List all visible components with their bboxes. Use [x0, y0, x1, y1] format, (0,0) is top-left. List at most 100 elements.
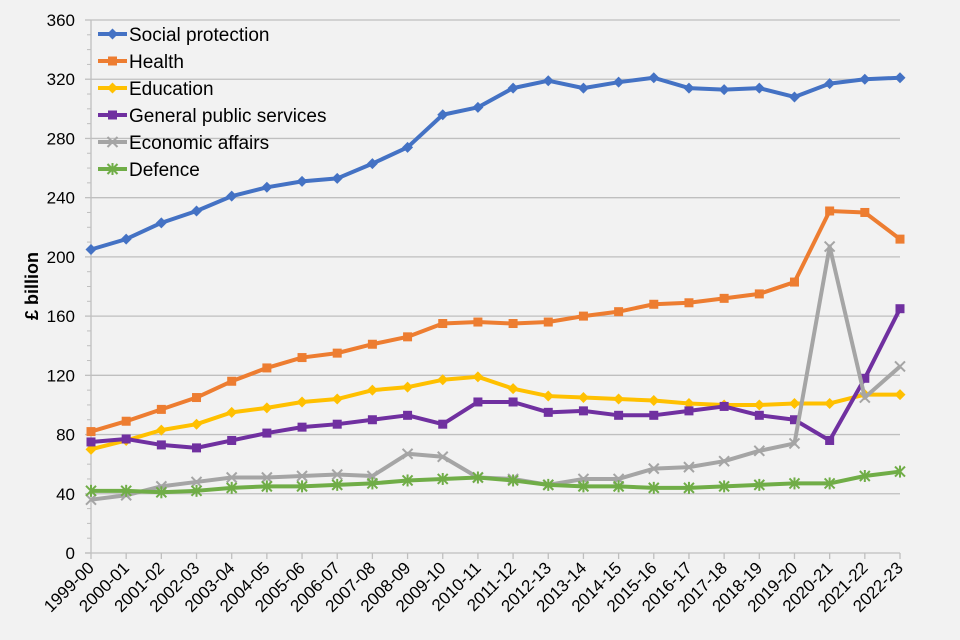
data-point — [683, 82, 695, 94]
data-point — [438, 419, 448, 429]
data-point — [895, 234, 905, 244]
data-point — [472, 471, 484, 484]
legend-label: Education — [129, 79, 214, 100]
data-point — [227, 435, 237, 445]
y-tick-label: 80 — [56, 426, 75, 445]
data-point — [824, 397, 836, 409]
legend: Social protection Health Education General … — [98, 25, 326, 181]
data-point — [683, 481, 695, 494]
data-point — [120, 484, 132, 497]
series-social-protection — [85, 72, 906, 255]
data-point — [403, 410, 413, 420]
series-health — [86, 206, 905, 437]
data-point — [789, 277, 799, 287]
data-point — [156, 440, 166, 450]
data-point — [612, 480, 625, 493]
data-point — [297, 422, 307, 432]
data-point — [261, 480, 273, 493]
data-point — [261, 471, 273, 484]
data-point — [437, 451, 449, 463]
data-point — [788, 91, 800, 103]
legend-item-economic-affairs: Economic affairs — [98, 133, 269, 154]
series-education — [85, 371, 906, 455]
data-point — [684, 406, 694, 416]
data-point — [226, 190, 238, 202]
data-point — [613, 393, 625, 405]
data-point — [648, 481, 660, 494]
data-point — [86, 427, 96, 437]
data-point — [262, 428, 272, 438]
data-point — [895, 304, 905, 314]
data-point — [542, 75, 554, 87]
data-point — [788, 397, 800, 409]
data-point — [614, 307, 624, 317]
data-point — [649, 299, 659, 309]
data-point — [894, 465, 906, 478]
data-point — [85, 484, 97, 497]
data-point — [859, 470, 871, 483]
data-point — [155, 217, 167, 229]
data-point — [683, 461, 695, 473]
data-point — [507, 383, 519, 395]
legend-item-defence: Defence — [98, 160, 200, 181]
data-point — [860, 373, 870, 383]
data-point — [296, 175, 308, 187]
data-point — [577, 82, 589, 94]
data-point — [542, 390, 554, 402]
data-point — [155, 424, 167, 436]
data-point — [403, 332, 413, 342]
y-tick-label: 280 — [47, 129, 75, 148]
data-point — [438, 319, 448, 329]
legend-marker — [108, 56, 117, 66]
data-point — [754, 289, 764, 299]
data-point — [121, 416, 131, 426]
data-point — [894, 389, 906, 401]
series-line-economic-affairs — [90, 244, 902, 502]
series-line-health — [90, 208, 902, 434]
data-point — [367, 415, 377, 425]
legend-label: Health — [129, 52, 184, 73]
data-point — [719, 401, 729, 411]
data-point — [192, 443, 202, 453]
data-point — [578, 406, 588, 416]
data-point — [156, 404, 166, 414]
data-point — [366, 477, 379, 490]
legend-item-general-public-services: General public services — [98, 106, 326, 127]
x-tick-labels: 1999-002000-012001-022002-032003-042004-… — [40, 558, 907, 616]
y-tick-label: 120 — [47, 366, 75, 385]
data-point — [542, 478, 554, 491]
data-point — [472, 371, 484, 383]
data-point — [225, 481, 238, 494]
data-point — [366, 158, 378, 170]
data-point — [613, 76, 625, 88]
data-point — [860, 207, 870, 217]
data-point — [85, 243, 97, 255]
data-point — [648, 462, 660, 475]
data-point — [190, 484, 203, 497]
data-point — [578, 311, 588, 321]
y-tick-label: 160 — [47, 307, 75, 326]
data-point — [261, 402, 273, 414]
axes — [85, 19, 901, 559]
data-point — [789, 415, 799, 425]
y-tick-labels: 0 40 80 120 160 200 240 280 320 360 — [47, 11, 75, 563]
y-axis-label: £ billion — [22, 252, 42, 320]
data-point — [121, 434, 131, 444]
data-point — [226, 406, 238, 418]
data-point — [507, 82, 519, 94]
data-point — [86, 437, 96, 447]
data-point — [788, 477, 801, 490]
data-point — [401, 448, 414, 460]
data-point — [649, 410, 659, 420]
data-point — [824, 78, 836, 90]
legend-marker — [107, 82, 118, 94]
data-point — [331, 468, 343, 481]
data-point — [227, 376, 237, 386]
data-point — [614, 410, 624, 420]
data-point — [648, 72, 660, 84]
data-point — [859, 391, 871, 404]
data-point — [894, 360, 906, 373]
data-point — [718, 455, 730, 467]
data-point — [508, 397, 518, 407]
data-point — [473, 317, 483, 327]
